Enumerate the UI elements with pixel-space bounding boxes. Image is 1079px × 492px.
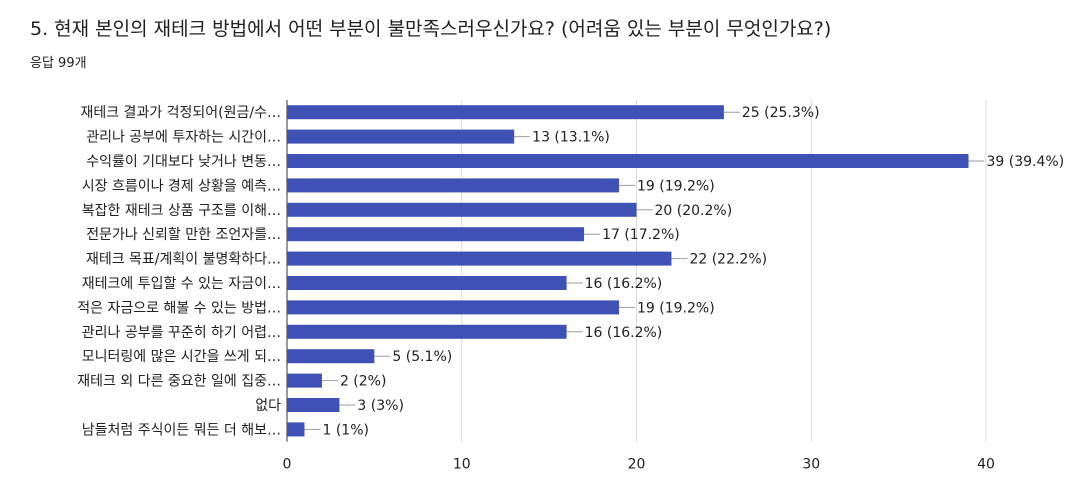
bar <box>287 202 637 217</box>
bar <box>287 373 322 388</box>
category-label: 모니터링에 많은 시간을 쓰게 되… <box>82 349 281 365</box>
x-tick-label: 30 <box>802 457 820 473</box>
bar <box>287 178 620 193</box>
category-label: 적은 자금으로 해볼 수 있는 방법… <box>77 300 281 316</box>
category-label: 전문가나 신뢰할 만한 조언자를… <box>86 227 281 243</box>
x-tick-label: 20 <box>628 457 646 473</box>
category-label: 관리나 공부를 꾸준히 하기 어렵… <box>82 325 281 341</box>
bar <box>287 349 375 364</box>
category-label: 재테크 결과가 걱정되어(원금/수… <box>80 105 281 121</box>
value-label: 3 (3%) <box>357 398 404 414</box>
value-label: 17 (17.2%) <box>602 227 680 243</box>
value-label: 13 (13.1%) <box>532 130 610 146</box>
bar <box>287 129 515 144</box>
response-count: 응답 99개 <box>30 56 87 71</box>
x-tick-label: 0 <box>283 457 292 473</box>
value-label: 19 (19.2%) <box>637 178 715 194</box>
bar <box>287 227 585 242</box>
x-tick-label: 10 <box>453 457 471 473</box>
bar <box>287 300 620 315</box>
bar <box>287 154 969 168</box>
value-label: 1 (1%) <box>322 422 369 438</box>
bar <box>287 251 672 266</box>
category-label: 재테크에 투입할 수 있는 자금이… <box>82 276 281 292</box>
bar <box>287 398 340 412</box>
category-label: 관리나 공부에 투자하는 시간이… <box>86 130 281 146</box>
bar <box>287 276 567 290</box>
category-label: 수익률이 기대보다 낮거나 변동… <box>86 154 281 170</box>
category-label: 재테크 목표/계획이 불명확하다… <box>86 252 281 268</box>
category-label: 남들처럼 주식이든 뭐든 더 해보… <box>82 422 281 438</box>
value-label: 20 (20.2%) <box>655 203 733 219</box>
question-title: 5. 현재 본인의 재테크 방법에서 어떤 부분이 불만족스러우신가요? (어려… <box>30 18 832 40</box>
category-label: 시장 흐름이나 경제 상황을 예측… <box>82 178 281 194</box>
value-label: 25 (25.3%) <box>742 105 820 121</box>
bar <box>287 422 305 437</box>
value-label: 22 (22.2%) <box>689 252 767 268</box>
category-label: 없다 <box>255 398 281 414</box>
category-label: 복잡한 재테크 상품 구조를 이해… <box>82 203 281 219</box>
value-label: 19 (19.2%) <box>637 300 715 316</box>
value-label: 5 (5.1%) <box>392 349 452 365</box>
bar <box>287 105 724 120</box>
category-label: 재테크 외 다른 중요한 일에 집중… <box>77 374 281 390</box>
x-tick-label: 40 <box>977 457 995 473</box>
bar <box>287 324 567 339</box>
value-label: 2 (2%) <box>340 374 387 390</box>
value-label: 39 (39.4%) <box>987 154 1065 170</box>
value-label: 16 (16.2%) <box>585 325 663 341</box>
value-label: 16 (16.2%) <box>585 276 663 292</box>
